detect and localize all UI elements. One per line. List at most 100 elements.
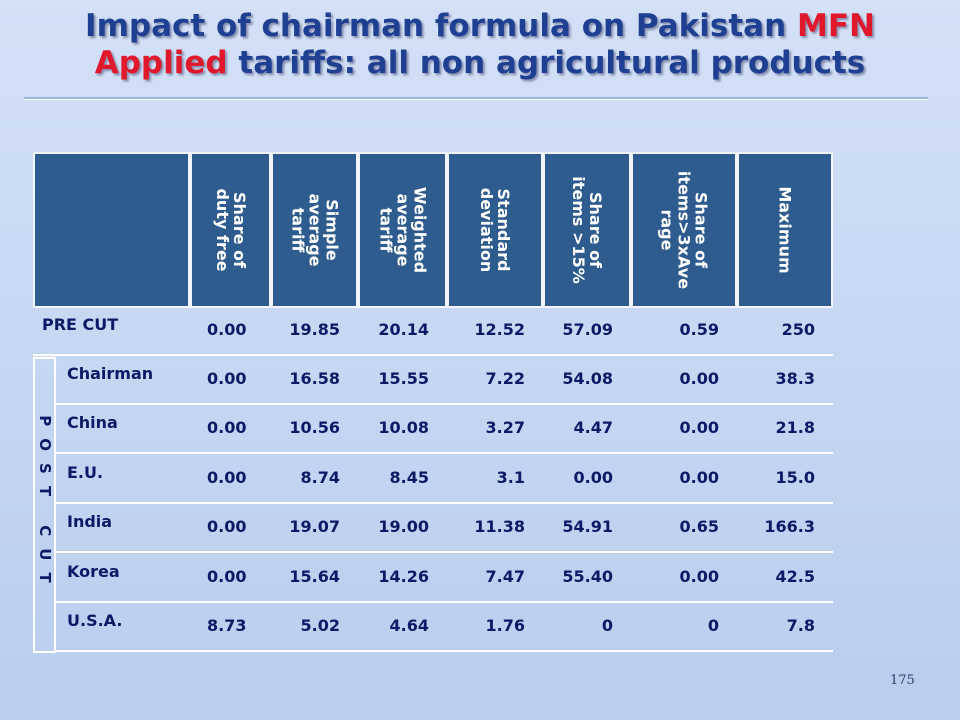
column-header-line: rage bbox=[657, 209, 677, 251]
table-cell: 0.00 bbox=[573, 467, 613, 487]
table-cell: 55.40 bbox=[562, 566, 613, 586]
title-line-1: Impact of chairman formula on Pakistan M… bbox=[0, 8, 960, 45]
column-header-line: average bbox=[393, 193, 412, 267]
table-cell: 15.64 bbox=[289, 566, 340, 586]
table-cell: 7.8 bbox=[786, 616, 815, 635]
table-cell: 0 bbox=[601, 616, 613, 635]
page-number: 175 bbox=[890, 673, 915, 688]
post-cut-row bbox=[56, 456, 833, 504]
table-cell: 38.3 bbox=[775, 369, 815, 388]
table-cell: 8.74 bbox=[300, 467, 340, 487]
table-cell: 0.00 bbox=[679, 418, 719, 438]
column-header-text: Weighted average tariff bbox=[376, 186, 429, 274]
table-cell: 0.00 bbox=[679, 467, 719, 487]
table-cell: 0 bbox=[707, 616, 719, 635]
table-cell: 11.38 bbox=[474, 517, 525, 537]
column-header-text: Share of items >15% bbox=[569, 176, 605, 283]
row-label: U.S.A. bbox=[67, 611, 123, 630]
pre-cut-row bbox=[33, 308, 833, 356]
table-cell: 0.00 bbox=[207, 369, 247, 388]
table-cell: 19.07 bbox=[289, 517, 340, 537]
table-cell: 42.5 bbox=[775, 566, 815, 586]
column-header-line: Share of bbox=[229, 192, 249, 268]
title-text-1: Impact of chairman formula on Pakistan bbox=[85, 8, 797, 44]
table-cell: 0.00 bbox=[207, 418, 247, 438]
column-header: Share of items >15% bbox=[543, 152, 631, 308]
title-highlight-mfn: MFN bbox=[796, 8, 875, 44]
column-header-text: Simple average tariff bbox=[288, 193, 341, 266]
title-line-2: Applied tariffs: all non agricultural pr… bbox=[0, 45, 960, 82]
column-header-line: Standard bbox=[494, 188, 513, 272]
post-cut-row bbox=[56, 357, 833, 405]
table-cell: 4.64 bbox=[389, 616, 429, 635]
row-label: India bbox=[67, 512, 113, 532]
post-cut-row bbox=[56, 505, 833, 554]
table-cell: 12.52 bbox=[474, 320, 525, 339]
column-header-line: duty free bbox=[212, 188, 232, 272]
column-header: Share of duty free bbox=[190, 152, 271, 308]
table-cell: 19.00 bbox=[378, 517, 429, 537]
column-header-line: Share of bbox=[586, 192, 605, 268]
table-cell: 3.1 bbox=[496, 467, 525, 487]
post-cut-label-box: POST CUT bbox=[33, 357, 56, 653]
row-label: China bbox=[67, 413, 118, 433]
table-cell: 21.8 bbox=[775, 418, 815, 438]
table-cell: 0.59 bbox=[679, 320, 719, 339]
table-cell: 4.47 bbox=[573, 418, 613, 438]
post-cut-row bbox=[56, 604, 833, 652]
column-header-line: Maximum bbox=[775, 186, 795, 274]
table-cell: 14.26 bbox=[378, 566, 429, 586]
table-cell: 0.00 bbox=[207, 566, 247, 586]
table-cell: 54.08 bbox=[562, 369, 613, 388]
column-header-line: tariff bbox=[288, 207, 307, 253]
table-cell: 250 bbox=[781, 320, 815, 339]
column-header-line: items>3xAve bbox=[674, 170, 694, 290]
column-header-line: Weighted bbox=[410, 186, 429, 274]
table-cell: 5.02 bbox=[300, 616, 340, 635]
table-cell: 54.91 bbox=[562, 517, 613, 537]
table-cell: 10.56 bbox=[289, 418, 340, 438]
table-cell: 0.00 bbox=[679, 566, 719, 586]
table-cell: 7.22 bbox=[485, 369, 525, 388]
column-header-line: Simple bbox=[322, 199, 341, 261]
slide-title: Impact of chairman formula on Pakistan M… bbox=[0, 8, 960, 82]
column-header-line: deviation bbox=[477, 187, 496, 273]
table-cell: 1.76 bbox=[485, 616, 525, 635]
row-label: E.U. bbox=[67, 462, 104, 482]
row-label: PRE CUT bbox=[42, 315, 119, 334]
title-text-2: tariffs: all non agricultural products bbox=[227, 45, 866, 81]
column-header: Share of items>3xAve rage bbox=[631, 152, 737, 308]
row-label: Chairman bbox=[67, 364, 154, 383]
row-label: Korea bbox=[67, 561, 120, 581]
table-cell: 3.27 bbox=[485, 418, 525, 438]
column-header: Maximum bbox=[737, 152, 833, 308]
title-underline bbox=[24, 97, 928, 100]
table-cell: 0.00 bbox=[679, 369, 719, 388]
table-cell: 20.14 bbox=[378, 320, 429, 339]
table-cell: 0.00 bbox=[207, 517, 247, 537]
table-cell: 0.00 bbox=[207, 467, 247, 487]
table-cell: 19.85 bbox=[289, 320, 340, 339]
column-header-text: Standard deviation bbox=[477, 187, 513, 273]
table-cell: 0.00 bbox=[207, 320, 247, 339]
column-header-line: Share of bbox=[691, 192, 711, 268]
column-header: Simple average tariff bbox=[271, 152, 358, 308]
table-cell: 8.73 bbox=[207, 616, 247, 635]
column-header: Weighted average tariff bbox=[358, 152, 447, 308]
post-cut-label: POST CUT bbox=[35, 415, 54, 595]
header-corner bbox=[33, 152, 190, 308]
post-cut-row bbox=[56, 555, 833, 603]
table-cell: 166.3 bbox=[764, 517, 815, 537]
title-highlight-applied: Applied bbox=[94, 45, 228, 81]
table-cell: 7.47 bbox=[485, 566, 525, 586]
table-cell: 57.09 bbox=[562, 320, 613, 339]
table-cell: 10.08 bbox=[378, 418, 429, 438]
table-cell: 16.58 bbox=[289, 369, 340, 388]
post-cut-row bbox=[56, 406, 833, 455]
table-cell: 15.0 bbox=[775, 467, 815, 487]
table-cell: 15.55 bbox=[378, 369, 429, 388]
column-header-text: Share of items>3xAve rage bbox=[657, 170, 711, 290]
column-header-text: Share of duty free bbox=[212, 188, 249, 272]
table-cell: 0.65 bbox=[679, 517, 719, 537]
column-header: Standard deviation bbox=[447, 152, 543, 308]
